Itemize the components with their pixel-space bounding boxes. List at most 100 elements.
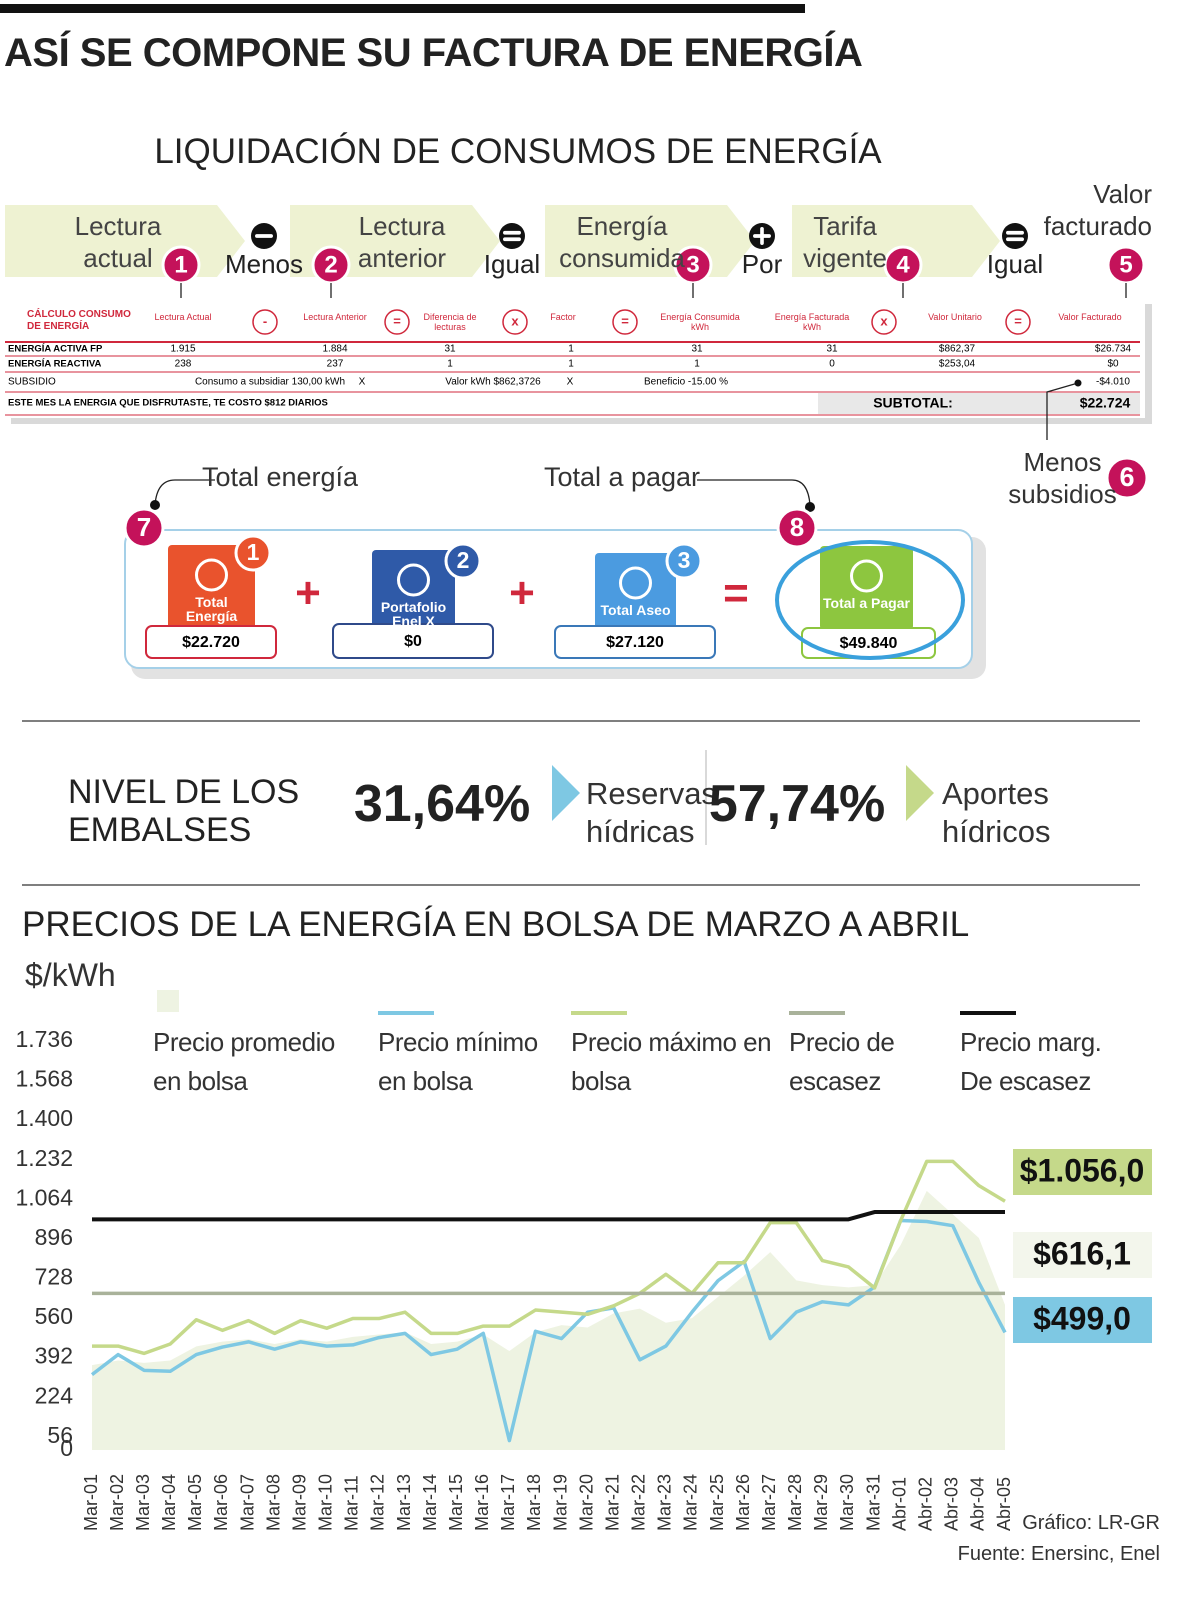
x-tick-label: Mar-15 (446, 1474, 466, 1531)
x-tick-label: Mar-31 (863, 1474, 883, 1531)
invoice-subsidy-cell: X (567, 377, 574, 388)
card-glyph (397, 563, 430, 597)
badge-number: 5 (1119, 251, 1132, 278)
line-series (92, 1159, 1006, 1356)
x-tick-label: Abr-01 (889, 1477, 909, 1531)
invoice-subsidy-cell: X (359, 377, 366, 388)
total-pay-label: Total a pagar (543, 462, 701, 492)
y-tick-label: 560 (35, 1303, 73, 1329)
operator-icon (499, 223, 525, 249)
area-series (92, 1190, 1005, 1450)
x-tick-label: Mar-09 (289, 1474, 309, 1531)
x-tick-label: Mar-28 (785, 1474, 805, 1531)
subtotal-value: $22.724 (1080, 395, 1131, 411)
y-tick-label: 728 (35, 1264, 73, 1290)
invoice-cell: $253,04 (939, 359, 976, 370)
invoice-row-label: ENERGÍA ACTIVA FP (8, 344, 103, 355)
invoice-cell: 1 (568, 359, 574, 370)
invoice-cell: $26.734 (1095, 344, 1132, 355)
x-tick-label: Mar-04 (159, 1474, 179, 1531)
total-energy-label: Total energía (201, 462, 359, 492)
number-badge (444, 542, 482, 580)
legend-label: Precio de escasez (789, 1027, 895, 1096)
x-tick-label: Mar-24 (681, 1474, 701, 1531)
y-axis-label: $/kWh (25, 957, 116, 993)
invoice-cell: 0 (829, 359, 835, 370)
chart-title: PRECIOS DE LA ENERGÍA EN BOLSA DE MARZO … (22, 905, 970, 944)
value-label-box (1013, 1149, 1152, 1195)
invoice-symbol: = (621, 313, 629, 328)
step-chevron (792, 205, 1000, 277)
connector-dot (805, 502, 815, 512)
x-tick-label: Mar-01 (81, 1474, 101, 1531)
card-icon (372, 550, 455, 630)
line-series (90, 1218, 1007, 1443)
y-tick-label: 1.064 (15, 1184, 73, 1210)
x-tick-label: Abr-05 (994, 1477, 1014, 1531)
badge-number: 2 (457, 547, 470, 573)
card-label: Portafolio Enel X (380, 599, 447, 629)
invoice-row-label: ENERGÍA REACTIVA (8, 359, 102, 370)
invoice-symbol-ring (612, 309, 638, 335)
invoice-column-header: Diferencia de lecturas (423, 312, 477, 332)
embalses-title: NIVEL DE LOS EMBALSES (68, 773, 300, 849)
x-tick-label: Mar-10 (316, 1474, 336, 1531)
stat-arrow (552, 765, 580, 821)
x-tick-label: Mar-22 (629, 1474, 649, 1531)
operator-label: Igual (986, 249, 1044, 279)
card-operator: = (723, 569, 749, 618)
section-title: LIQUIDACIÓN DE CONSUMOS DE ENERGÍA (154, 132, 882, 171)
y-tick-label: 1.736 (15, 1026, 73, 1052)
x-tick-label: Abr-02 (915, 1477, 935, 1531)
x-tick-label: Mar-07 (237, 1474, 257, 1531)
card-value-box (332, 623, 494, 659)
subsidy-label: Menos subsidios (1008, 447, 1117, 509)
card-operator: + (509, 569, 535, 618)
x-tick-label: Mar-02 (107, 1474, 127, 1531)
badge-number: 1 (174, 251, 187, 278)
badge-number: 3 (678, 547, 691, 573)
card-label: Total Aseo (600, 602, 671, 618)
operator-label: Igual (483, 249, 541, 279)
card-value-box (554, 625, 716, 659)
invoice-symbol: x (511, 313, 519, 328)
invoice-column-header: Valor Facturado (1058, 312, 1122, 322)
number-badge (776, 507, 818, 549)
step-label: Lectura actual (74, 211, 162, 273)
badge-number: 6 (1119, 462, 1134, 492)
invoice-subsidy-cell: SUBSIDIO (8, 377, 56, 388)
card-icon (820, 546, 913, 630)
x-tick-label: Mar-14 (420, 1474, 440, 1531)
step-label: Lectura anterior (357, 211, 447, 273)
x-tick-label: Mar-11 (342, 1475, 362, 1531)
invoice-cell: 1 (447, 359, 453, 370)
invoice-column-header: Energía Facturada kWh (774, 312, 850, 332)
x-tick-label: Abr-03 (942, 1477, 962, 1531)
card-value: $49.840 (840, 635, 898, 652)
x-tick-label: Mar-18 (524, 1474, 544, 1531)
invoice-cell: 1 (694, 359, 700, 370)
x-tick-label: Mar-25 (707, 1474, 727, 1531)
y-tick-label: 1.232 (15, 1145, 73, 1171)
x-tick-label: Mar-21 (602, 1474, 622, 1531)
card-icon (595, 553, 676, 630)
invoice-symbol-ring (1005, 309, 1031, 335)
invoice-cell: 238 (175, 359, 192, 370)
number-badge (665, 542, 703, 580)
card-label: Total a Pagar (823, 595, 910, 611)
y-tick-label: 1.400 (15, 1105, 73, 1131)
card-glyph (195, 558, 228, 592)
step-label: Tarifa vigente (803, 211, 887, 273)
y-tick-label: 0 (60, 1435, 73, 1461)
x-tick-label: Abr-04 (968, 1477, 988, 1531)
invoice-symbol-ring (871, 309, 897, 335)
card-glyph (619, 566, 652, 600)
result-label: Valor facturado (1043, 179, 1152, 241)
invoice-cell: 1.915 (170, 344, 195, 355)
invoice-cell: $862,37 (939, 344, 976, 355)
number-badge (1105, 456, 1149, 500)
connector-dot (1074, 379, 1082, 387)
x-tick-label: Mar-05 (185, 1474, 205, 1531)
